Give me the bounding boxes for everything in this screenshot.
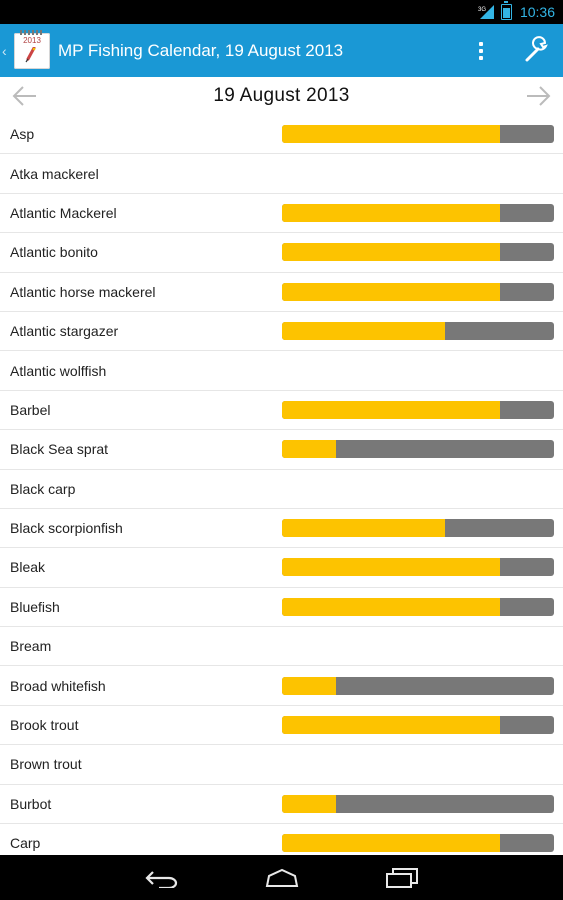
fish-name: Barbel [10, 401, 51, 418]
bite-rating-fill [282, 716, 500, 735]
bite-rating-fill [282, 597, 500, 616]
back-button[interactable] [142, 863, 182, 893]
bite-rating-fill [282, 243, 500, 262]
bite-rating-bar [282, 440, 554, 459]
list-item[interactable]: Broad whitefish [0, 666, 563, 706]
recent-apps-button[interactable] [382, 863, 422, 893]
bite-rating-bar [282, 125, 554, 144]
bite-rating-bar [282, 243, 554, 262]
bite-rating-bar [282, 519, 554, 538]
bite-rating-fill [282, 125, 500, 144]
next-day-button[interactable] [513, 77, 563, 115]
bite-rating-fill [282, 282, 500, 301]
fish-name: Atlantic wolffish [10, 362, 107, 379]
system-navigation-bar [0, 855, 563, 900]
bite-rating-bar [282, 203, 554, 222]
fish-name: Brown trout [10, 756, 82, 773]
recent-apps-icon [385, 867, 418, 888]
app-icon[interactable]: 2013 [14, 29, 50, 69]
bite-rating-fill [282, 322, 446, 341]
settings-wrench-icon[interactable] [521, 35, 551, 66]
bite-rating-bar [282, 834, 554, 853]
date-navigation: 19 August 2013 [0, 77, 563, 115]
back-icon [144, 870, 177, 888]
fish-name: Burbot [10, 795, 52, 812]
list-item[interactable]: Atlantic stargazer [0, 312, 563, 352]
fish-list: Asp Atka mackerel Atlantic Mackerel Atlanti… [0, 115, 563, 864]
bite-rating-bar [282, 716, 554, 735]
bite-rating-fill [282, 519, 446, 538]
previous-day-button[interactable] [0, 77, 50, 115]
list-item[interactable]: Barbel [0, 391, 563, 431]
clock: 10:36 [519, 4, 555, 20]
bite-rating-fill [282, 440, 337, 459]
fish-name: Broad whitefish [10, 677, 106, 694]
bite-rating-bar [282, 322, 554, 341]
fish-name: Atlantic stargazer [10, 323, 119, 340]
arrow-right-icon [526, 86, 551, 106]
fish-name: Brook trout [10, 717, 79, 734]
fish-name: Bream [10, 638, 52, 655]
app-title: MP Fishing Calendar, 19 August 2013 [58, 40, 344, 60]
bite-rating-bar [282, 597, 554, 616]
list-item[interactable]: Atka mackerel [0, 154, 563, 194]
list-item[interactable]: Atlantic horse mackerel [0, 273, 563, 312]
list-item[interactable]: Black carp [0, 470, 563, 509]
fish-name: Bleak [10, 559, 46, 576]
svg-text:3G: 3G [478, 7, 486, 13]
status-bar: 3G 10:36 [0, 0, 563, 24]
list-item[interactable]: Atlantic bonito [0, 233, 563, 273]
fish-name: Atlantic bonito [10, 244, 98, 261]
signal-icon: 3G [477, 4, 495, 20]
bite-rating-bar [282, 676, 554, 695]
list-item[interactable]: Bream [0, 627, 563, 667]
overflow-menu-icon[interactable] [469, 41, 493, 60]
fish-name: Asp [10, 126, 35, 143]
arrow-left-icon [12, 86, 36, 106]
fish-name: Atka mackerel [10, 165, 99, 182]
up-caret-icon[interactable]: ‹ [2, 42, 7, 59]
bite-rating-fill [282, 558, 500, 577]
battery-icon [500, 1, 512, 20]
bite-rating-bar [282, 794, 554, 813]
app-icon-year: 2013 [23, 35, 41, 45]
list-item[interactable]: Bluefish [0, 588, 563, 628]
current-date: 19 August 2013 [213, 85, 350, 106]
list-item[interactable]: Carp [0, 824, 563, 864]
action-bar: ‹ 2013 MP Fishing Calendar, 19 August 20… [0, 24, 563, 77]
list-item[interactable]: Asp [0, 115, 563, 155]
list-item[interactable]: Black Sea sprat [0, 430, 563, 470]
bite-rating-fill [282, 794, 337, 813]
lure-icon [25, 46, 36, 62]
list-item[interactable]: Burbot [0, 785, 563, 825]
home-icon [265, 868, 298, 887]
list-item[interactable]: Atlantic Mackerel [0, 194, 563, 234]
bite-rating-bar [282, 558, 554, 577]
list-item[interactable]: Atlantic wolffish [0, 351, 563, 391]
fish-name: Atlantic horse mackerel [10, 283, 156, 300]
bite-rating-fill [282, 834, 500, 853]
bite-rating-fill [282, 203, 500, 222]
list-item[interactable]: Brown trout [0, 745, 563, 785]
fish-name: Carp [10, 835, 41, 852]
list-item[interactable]: Bleak [0, 548, 563, 588]
fish-name: Bluefish [10, 598, 60, 615]
home-button[interactable] [262, 863, 302, 893]
fish-name: Black scorpionfish [10, 520, 123, 537]
bite-rating-bar [282, 400, 554, 419]
bite-rating-bar [282, 282, 554, 301]
list-item[interactable]: Brook trout [0, 706, 563, 746]
fish-name: Black Sea sprat [10, 441, 109, 458]
fish-name: Black carp [10, 480, 76, 497]
fish-name: Atlantic Mackerel [10, 204, 117, 221]
bite-rating-fill [282, 676, 337, 695]
list-item[interactable]: Black scorpionfish [0, 509, 563, 549]
bite-rating-fill [282, 400, 500, 419]
